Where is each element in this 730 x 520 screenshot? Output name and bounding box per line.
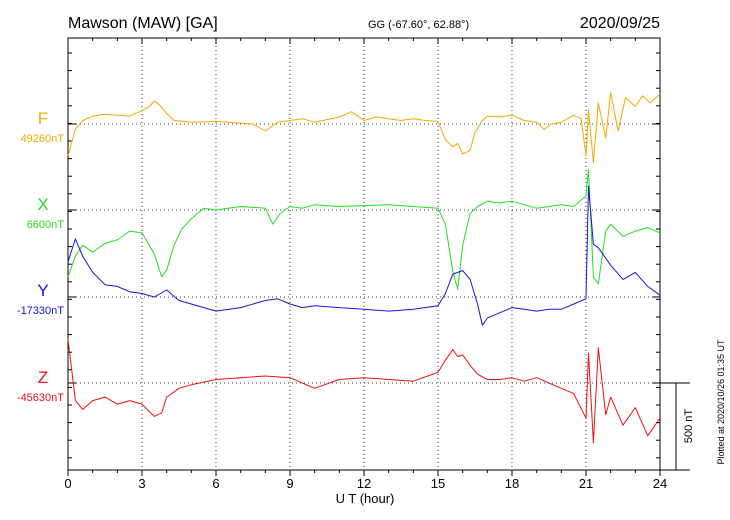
grid-lines: [68, 38, 660, 470]
scale-bar: 500 nT: [660, 382, 695, 471]
series-name-y: Y: [37, 281, 48, 300]
x-tick-label: 3: [138, 476, 145, 491]
plotted-note: Plotted at 2020/10/26 01:35 UT: [716, 339, 726, 465]
chart-title: Mawson (MAW) [GA]: [68, 15, 218, 32]
series-name-z: Z: [38, 368, 48, 387]
series-baseline-f: 49260nT: [21, 133, 65, 145]
x-tick-label: 21: [579, 476, 593, 491]
series-baseline-x: 6600nT: [27, 219, 65, 231]
x-axis-label: U T (hour): [336, 491, 395, 506]
x-tick-label: 24: [653, 476, 667, 491]
x-tick-label: 0: [64, 476, 71, 491]
x-tick-label: 18: [505, 476, 519, 491]
x-tick-label: 6: [212, 476, 219, 491]
x-tick-label: 15: [431, 476, 445, 491]
series-line-f: [67, 91, 661, 164]
x-axis-ticks: 0 3 6 9 12 15 18 21 24: [64, 38, 667, 491]
x-tick-label: 12: [357, 476, 371, 491]
x-tick-label: 9: [286, 476, 293, 491]
series-line-x: [67, 169, 661, 290]
series-line-y: [67, 185, 661, 326]
scale-bar-label: 500 nT: [683, 409, 695, 444]
series-line-z: [67, 338, 661, 444]
series-baseline-z: -45630nT: [17, 392, 64, 404]
series-name-x: X: [37, 195, 48, 214]
series-name-f: F: [38, 109, 48, 128]
series-layer: F 49260nT X 6600nT Y -17330nT Z -45630nT: [17, 91, 661, 444]
series-baseline-y: -17330nT: [17, 305, 64, 317]
coords-label: GG (-67.60°, 62.88°): [368, 19, 469, 31]
date-label: 2020/09/25: [580, 15, 660, 32]
